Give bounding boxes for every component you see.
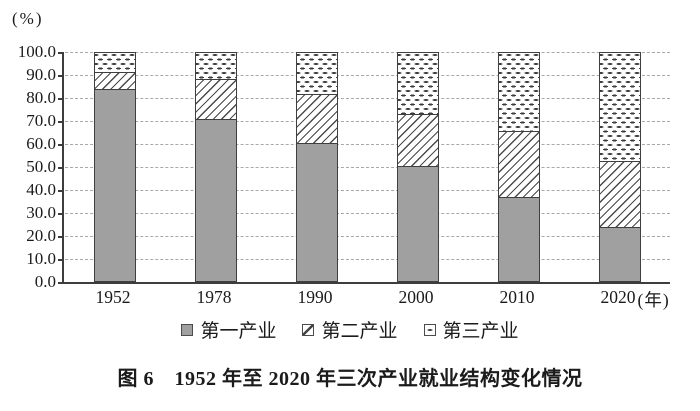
gridline xyxy=(65,167,670,168)
gridline xyxy=(65,213,670,214)
gridline xyxy=(65,144,670,145)
y-axis-tick xyxy=(58,75,64,77)
plot-area xyxy=(58,52,670,284)
x-tick-label: 1952 xyxy=(96,287,131,308)
y-tick-label: 50.0 xyxy=(26,157,56,176)
x-axis-unit-label: (年) xyxy=(637,290,670,310)
legend-label: 第二产业 xyxy=(321,321,398,342)
bar-1990 xyxy=(296,52,338,282)
bar-segment-第三产业 xyxy=(498,52,540,132)
year-text: 1990 xyxy=(297,287,333,307)
bar-2020 xyxy=(599,52,641,282)
bar-segment-第一产业 xyxy=(599,227,641,282)
bar-segment-第一产业 xyxy=(94,89,136,282)
legend-swatch-diagonal-hatch-icon xyxy=(302,323,315,336)
bar-segment-第二产业 xyxy=(195,80,237,120)
y-axis-unit-label: (%) xyxy=(12,9,44,28)
gridline xyxy=(65,98,670,99)
gridline xyxy=(65,236,670,237)
legend-item-第三产业: 第三产业 xyxy=(423,316,519,343)
x-tick-label: 2000 xyxy=(399,287,434,308)
y-tick-label: 60.0 xyxy=(26,134,56,153)
bar-2000 xyxy=(397,52,439,282)
bar-segment-第三产业 xyxy=(195,52,237,81)
y-axis-tick xyxy=(58,121,64,123)
y-tick-label: 80.0 xyxy=(26,88,56,107)
year-text: 2000 xyxy=(398,287,434,307)
bar-1978 xyxy=(195,52,237,282)
year-text: 1952 xyxy=(95,287,131,307)
legend-swatch-horizontal-dashes-icon xyxy=(423,323,436,336)
bar-segment-第一产业 xyxy=(296,143,338,282)
bar-segment-第一产业 xyxy=(397,167,439,282)
x-tick-label: 1990 xyxy=(298,287,333,308)
chart-title: 图 6 1952 年至 2020 年三次产业就业结构变化情况 xyxy=(117,368,583,390)
legend-item-第二产业: 第二产业 xyxy=(302,316,398,343)
y-axis-tick xyxy=(58,167,64,169)
bar-segment-第二产业 xyxy=(498,131,540,198)
bar-segment-第三产业 xyxy=(94,52,136,73)
bar-2010 xyxy=(498,52,540,282)
legend: 第一产业 第二产业 第三产业 xyxy=(0,316,700,343)
legend-label: 第三产业 xyxy=(442,321,519,342)
gridline xyxy=(65,190,670,191)
bar-segment-第三产业 xyxy=(296,52,338,95)
legend-item-第一产业: 第一产业 xyxy=(181,316,276,343)
x-tick-label: 1978 xyxy=(197,287,232,308)
y-tick-label: 90.0 xyxy=(26,65,56,84)
y-axis-tick xyxy=(58,236,64,238)
gridline xyxy=(65,259,670,260)
y-tick-label: 30.0 xyxy=(26,203,56,222)
bar-segment-第二产业 xyxy=(397,115,439,167)
y-tick-label: 20.0 xyxy=(26,226,56,245)
year-text: 2020 xyxy=(600,287,636,307)
legend-label: 第一产业 xyxy=(200,321,277,342)
x-tick-label: 2010 xyxy=(500,287,535,308)
bar-segment-第二产业 xyxy=(296,94,338,144)
y-tick-label: 70.0 xyxy=(26,111,56,130)
y-axis-tick xyxy=(58,213,64,215)
bar-1952 xyxy=(94,52,136,282)
y-axis-tick xyxy=(58,259,64,261)
bar-segment-第一产业 xyxy=(498,197,540,282)
x-tick-label: 2020 (年) xyxy=(600,287,669,310)
gridline xyxy=(65,75,670,76)
y-tick-label: 0.0 xyxy=(34,272,56,291)
y-axis-tick xyxy=(58,52,64,54)
bar-segment-第二产业 xyxy=(94,72,136,90)
y-axis-tick xyxy=(58,190,64,192)
bar-segment-第三产业 xyxy=(599,52,641,162)
y-axis-tick xyxy=(58,144,64,146)
year-text: 1978 xyxy=(196,287,232,307)
y-tick-label: 10.0 xyxy=(26,249,56,268)
bar-segment-第三产业 xyxy=(397,52,439,116)
y-axis-tick xyxy=(58,282,64,284)
legend-swatch-solid-gray-icon xyxy=(181,323,194,336)
y-axis-tick xyxy=(58,98,64,100)
y-tick-label: 100.0 xyxy=(17,42,56,61)
y-tick-label: 40.0 xyxy=(26,180,56,199)
gridline xyxy=(65,121,670,122)
year-text: 2010 xyxy=(499,287,535,307)
bar-segment-第二产业 xyxy=(599,161,641,228)
gridline xyxy=(65,52,670,53)
bar-segment-第一产业 xyxy=(195,119,237,282)
